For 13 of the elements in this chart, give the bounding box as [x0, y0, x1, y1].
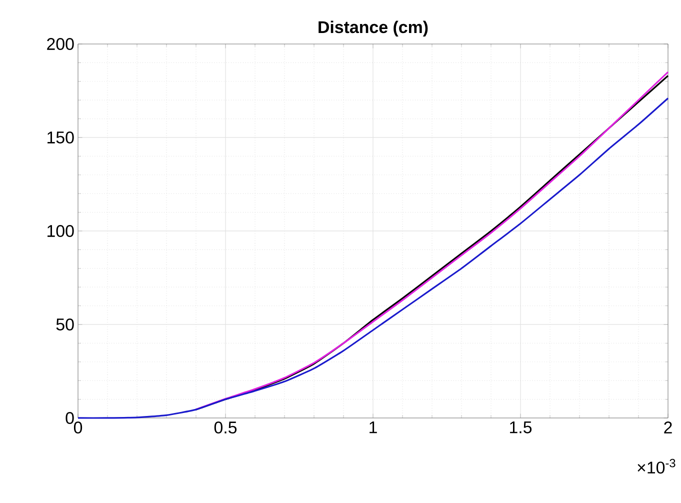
chart-title: Distance (cm) — [318, 20, 428, 36]
y-tick-label: 200 — [47, 38, 74, 50]
y-tick-label: 150 — [48, 131, 74, 144]
text: ×10$^{-3}$ — [638, 458, 676, 474]
x-tick-label: 0 — [74, 422, 82, 434]
x-tick-label: 1 — [370, 422, 377, 434]
y-tick-label: 50 — [56, 318, 74, 330]
x-tick-label: 2 — [664, 422, 672, 434]
y-tick-label: 100 — [48, 224, 74, 237]
line-series — [77, 97, 669, 419]
y-tick-label: 0 — [66, 412, 74, 424]
x-tick-label: 1.5 — [510, 422, 532, 434]
x-tick-label: 0.5 — [214, 422, 237, 434]
